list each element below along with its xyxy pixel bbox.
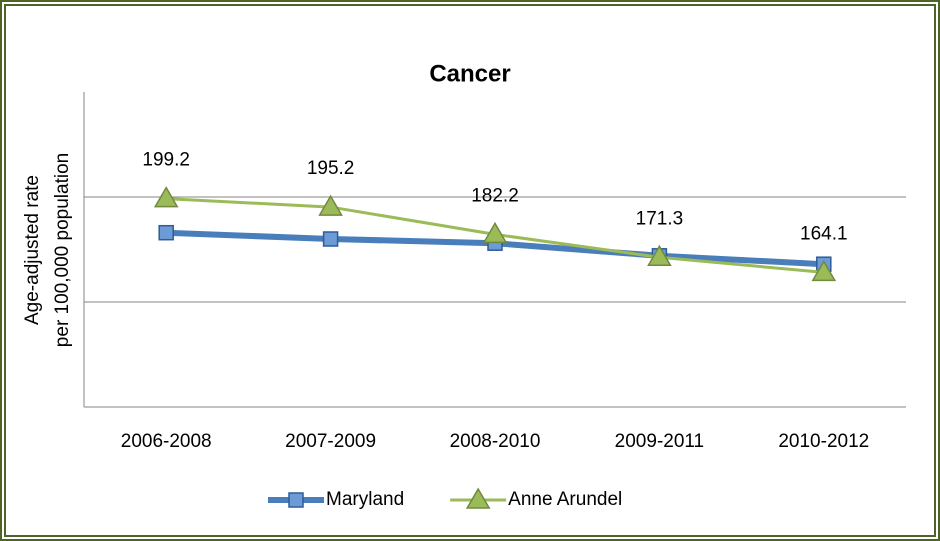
data-label: 164.1 [800, 223, 848, 244]
marker [158, 224, 174, 241]
marker [647, 244, 672, 267]
x-tick-label: 2006-2008 [121, 431, 212, 452]
legend-marker [288, 492, 304, 508]
legend-label: Maryland [326, 489, 404, 510]
chart-title: Cancer [429, 60, 510, 87]
y-axis-label: per 100,000 population [52, 153, 73, 347]
data-label: 199.2 [142, 150, 190, 171]
x-tick-label: 2009-2011 [615, 431, 704, 452]
x-tick-label: 2008-2010 [450, 431, 541, 452]
data-label: 182.2 [471, 185, 519, 206]
x-tick-label: 2010-2012 [778, 431, 869, 452]
marker [811, 259, 837, 282]
legend-label: Anne Arundel [508, 489, 622, 510]
legend-marker [465, 487, 491, 509]
marker [153, 186, 179, 208]
x-tick-label: 2007-2009 [285, 431, 376, 452]
marker [322, 231, 339, 247]
marker [318, 194, 343, 216]
marker [482, 221, 508, 244]
data-label: 195.2 [307, 158, 355, 179]
y-axis-label: Age-adjusted rate [22, 175, 43, 325]
data-label: 171.3 [636, 208, 684, 229]
